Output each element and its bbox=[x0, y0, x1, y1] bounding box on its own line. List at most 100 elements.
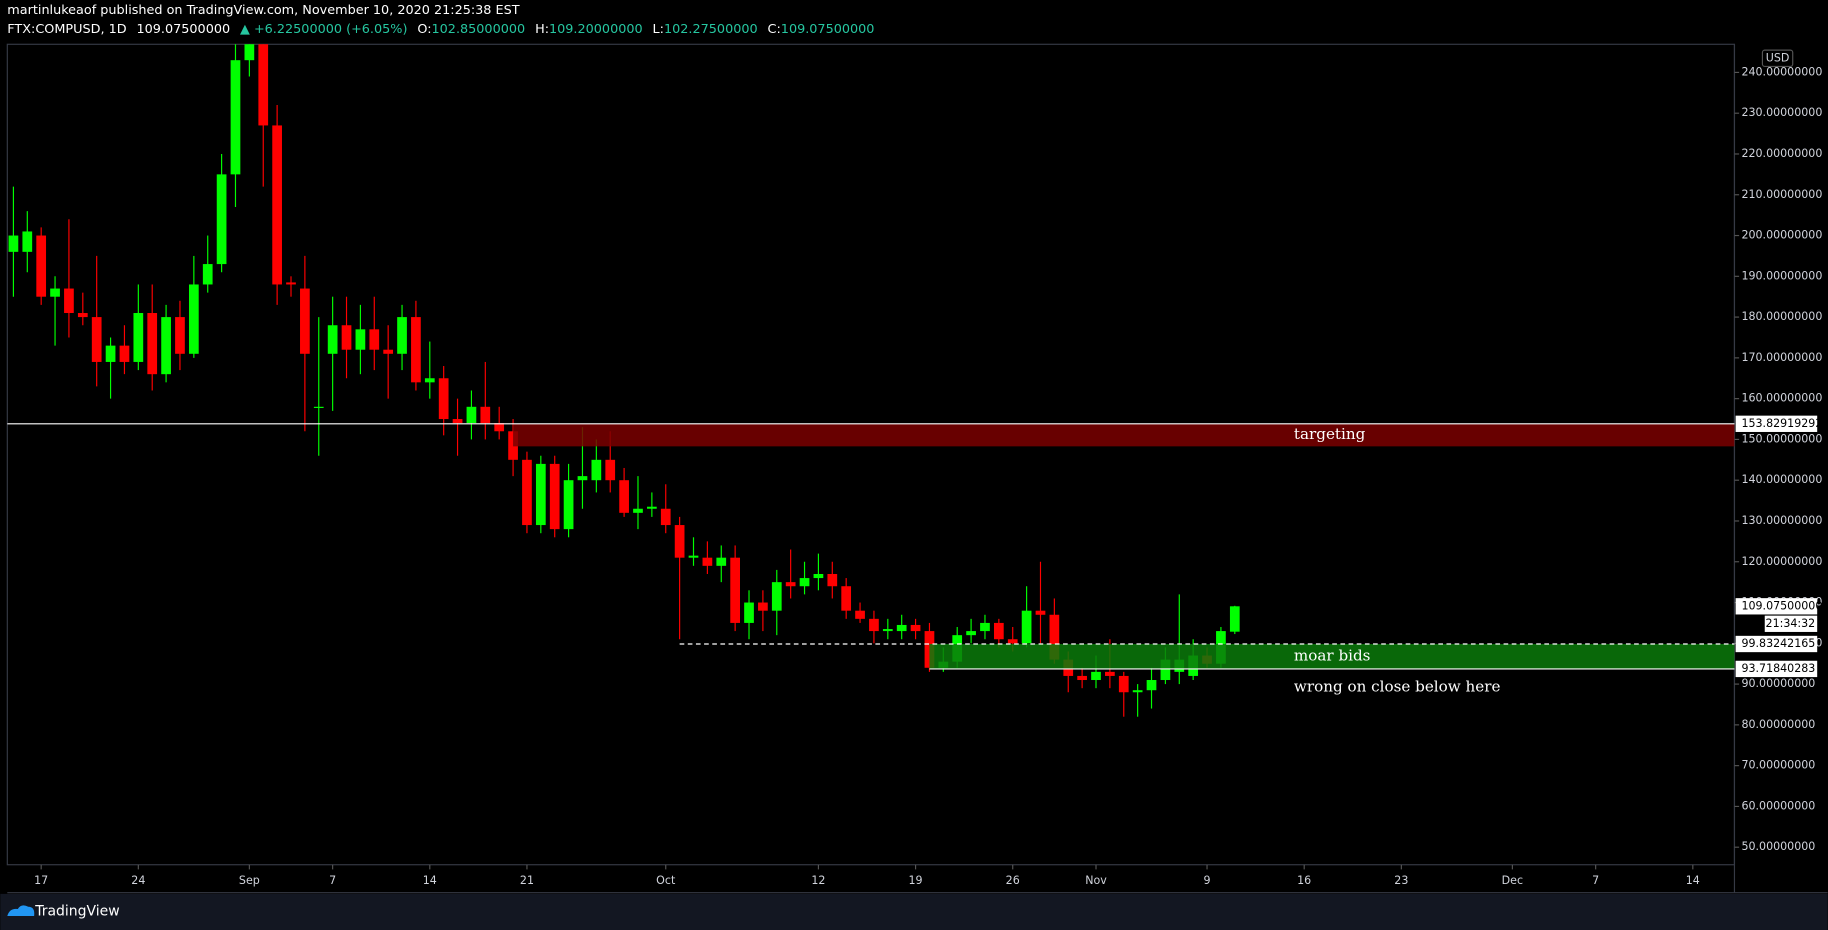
y-tick-label: 240.00000000 bbox=[1741, 65, 1822, 78]
y-tick-label: 180.00000000 bbox=[1741, 310, 1822, 323]
bid-bottom-label: 93.71840283 bbox=[1741, 662, 1815, 675]
candle-body bbox=[591, 459, 602, 481]
target-zone bbox=[513, 423, 1735, 447]
candle-body bbox=[216, 174, 227, 265]
candle-body bbox=[535, 463, 546, 526]
candle-body bbox=[147, 313, 158, 375]
bid-top-label-box bbox=[1735, 635, 1818, 653]
y-tick-label: 190.00000000 bbox=[1741, 269, 1822, 282]
y-tick-label: 140.00000000 bbox=[1741, 473, 1822, 486]
candle-body bbox=[758, 602, 768, 611]
x-tick-label: 21 bbox=[520, 874, 534, 887]
y-tick-label: 130.00000000 bbox=[1741, 514, 1822, 527]
candle-body bbox=[355, 329, 366, 350]
y-tick-label: 70.00000000 bbox=[1741, 759, 1815, 772]
currency-box bbox=[1761, 49, 1794, 68]
candle-body bbox=[522, 459, 532, 526]
currency: USD bbox=[1766, 51, 1790, 64]
bid-top-label: 99.83242165 bbox=[1741, 637, 1815, 650]
x-tick-label: 26 bbox=[1006, 874, 1020, 887]
candle-body bbox=[813, 573, 824, 579]
publisher-line: martinlukeaof published on TradingView.c… bbox=[7, 3, 519, 18]
candle-body bbox=[1146, 680, 1157, 691]
candle-body bbox=[438, 378, 449, 420]
candle-body bbox=[827, 573, 838, 587]
x-tick-label: Nov bbox=[1085, 874, 1107, 887]
candle-body bbox=[549, 463, 560, 530]
candle-body bbox=[1105, 671, 1115, 676]
y-tick-label: 220.00000000 bbox=[1741, 147, 1822, 160]
y-tick-label: 120.00000000 bbox=[1741, 555, 1822, 568]
candle-body bbox=[785, 582, 796, 587]
candle-body bbox=[105, 345, 116, 362]
x-tick-label: 24 bbox=[131, 874, 145, 887]
candle-body bbox=[494, 423, 505, 432]
y-tick-label: 200.00000000 bbox=[1741, 229, 1822, 242]
bid-bottom-label-box bbox=[1735, 660, 1818, 678]
countdown: 21:34:32 bbox=[1766, 617, 1816, 630]
ohlc-value: 102.85000000 bbox=[432, 22, 526, 37]
candle-body bbox=[674, 525, 685, 558]
bid-zone-label: moar bids bbox=[1294, 646, 1371, 664]
x-tick-label: 12 bbox=[811, 874, 825, 887]
stop-note: wrong on close below here bbox=[1294, 678, 1501, 696]
candle-body bbox=[799, 578, 810, 587]
candle-body bbox=[286, 282, 296, 285]
candle-body bbox=[8, 235, 19, 252]
candle-body bbox=[730, 557, 740, 623]
ohlc-key: H: bbox=[535, 22, 549, 37]
candle-body bbox=[313, 406, 324, 408]
ohlc-key: C: bbox=[768, 22, 781, 37]
candle-body bbox=[258, 44, 269, 126]
candle-body bbox=[175, 317, 185, 354]
candle-body bbox=[966, 631, 976, 636]
candle-body bbox=[188, 284, 199, 354]
candle-body bbox=[50, 288, 60, 297]
candle-body bbox=[688, 555, 699, 558]
x-tick-label: 14 bbox=[423, 874, 437, 887]
target-zone-label: targeting bbox=[1294, 425, 1366, 443]
ohlc-value: 109.20000000 bbox=[549, 22, 643, 37]
candle-body bbox=[133, 313, 144, 362]
candle-body bbox=[841, 586, 852, 611]
symbol: FTX:COMPUSD, 1D bbox=[7, 22, 126, 37]
candle-body bbox=[1077, 675, 1087, 681]
candle-body bbox=[980, 622, 990, 632]
y-tick-label: 210.00000000 bbox=[1741, 188, 1822, 201]
candle-body bbox=[424, 378, 435, 383]
candle-body bbox=[383, 349, 394, 354]
candle-body bbox=[161, 317, 171, 375]
x-tick-label: 7 bbox=[1592, 874, 1599, 887]
candle-body bbox=[1049, 614, 1060, 660]
symbol-line: FTX:COMPUSD, 1D 109.07500000 ▲ +6.225000… bbox=[7, 22, 874, 37]
candle-body bbox=[910, 624, 921, 632]
candle-body bbox=[716, 557, 727, 566]
ohlc-key: L: bbox=[653, 22, 664, 37]
candle-body bbox=[633, 508, 643, 513]
candle-body bbox=[1007, 639, 1018, 644]
candle-body bbox=[563, 480, 574, 530]
y-tick-label: 90.00000000 bbox=[1741, 677, 1815, 690]
candle-body bbox=[1091, 671, 1101, 681]
candle-body bbox=[702, 557, 713, 566]
bid-zone bbox=[929, 643, 1735, 669]
logo bbox=[7, 905, 35, 917]
candle-body bbox=[1229, 606, 1240, 632]
candle-body bbox=[202, 264, 213, 285]
y-tick-label: 50.00000000 bbox=[1741, 840, 1815, 853]
x-tick-label: 17 bbox=[34, 874, 48, 887]
candle-body bbox=[327, 325, 338, 354]
plot bbox=[8, 44, 1735, 717]
candle-body bbox=[91, 317, 102, 362]
x-tick-label: Sep bbox=[239, 874, 260, 887]
target-price-label-box bbox=[1735, 415, 1818, 432]
candle-body bbox=[1118, 675, 1129, 693]
x-tick-label: Dec bbox=[1502, 874, 1523, 887]
footer-bar bbox=[0, 893, 1828, 930]
candle-body bbox=[993, 622, 1004, 640]
x-tick-label: 14 bbox=[1686, 874, 1700, 887]
candle-body bbox=[605, 459, 616, 481]
last-price-label: 109.07500000 bbox=[1741, 599, 1822, 612]
candle-body bbox=[369, 329, 380, 350]
